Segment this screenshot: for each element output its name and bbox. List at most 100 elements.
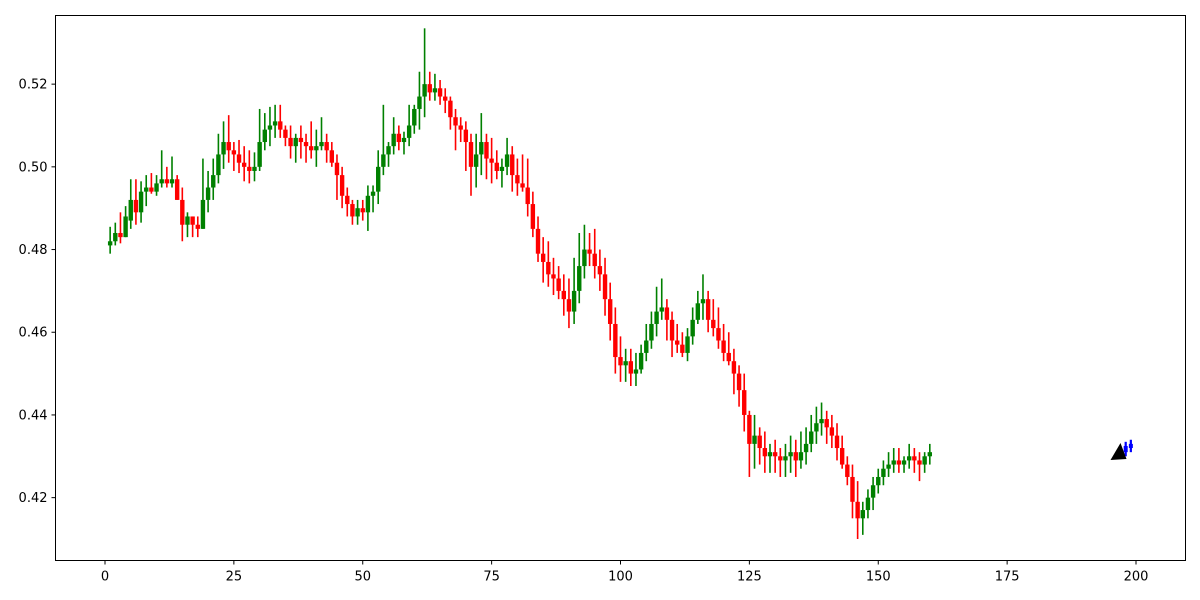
candle: [211, 158, 216, 200]
candle: [329, 142, 335, 167]
candle-body: [278, 121, 283, 130]
y-tick-label: 0.50: [19, 160, 48, 175]
candle-body: [659, 307, 664, 312]
candle-body: [329, 150, 335, 163]
candle-body: [164, 179, 170, 184]
y-axis: 0.42 0.44 0.46 0.48 0.50 0.52: [19, 78, 56, 506]
candle-body: [370, 191, 376, 196]
candle-body: [195, 224, 200, 229]
candle: [577, 233, 582, 304]
candle-body: [649, 323, 654, 341]
candle: [767, 443, 773, 473]
candle-body: [551, 274, 556, 279]
candle-body: [644, 340, 649, 353]
candle-body: [711, 319, 716, 329]
candle-body: [381, 154, 386, 167]
candle-body: [721, 340, 726, 353]
candle: [535, 216, 541, 262]
candle-body: [417, 96, 422, 109]
candle: [906, 443, 912, 469]
y-tick-label: 0.46: [19, 326, 48, 341]
candle: [881, 460, 886, 486]
candle-body: [463, 129, 469, 143]
forecast-layer: [1110, 439, 1133, 460]
candle: [762, 431, 768, 473]
candle-body: [705, 299, 711, 320]
candle: [772, 439, 778, 473]
candle: [339, 166, 345, 209]
candle: [262, 113, 267, 151]
candle-body: [602, 274, 608, 300]
candle-body: [133, 199, 139, 213]
candle: [479, 113, 484, 176]
candle-body: [886, 464, 891, 469]
candle-body: [288, 137, 293, 147]
candle-body: [917, 460, 922, 465]
candle: [556, 266, 561, 300]
candle: [922, 452, 927, 473]
candle-body: [267, 125, 273, 130]
candle-body: [308, 146, 314, 151]
candle-body: [180, 199, 185, 225]
candle-body: [824, 419, 829, 428]
candle-body: [484, 142, 489, 159]
candle-body: [742, 390, 747, 415]
candle-body: [504, 154, 510, 167]
candle: [345, 187, 350, 217]
forecast-marker-icon: [1110, 442, 1127, 460]
candle-body: [669, 319, 675, 341]
candle-body: [159, 179, 164, 184]
candle-body: [303, 142, 309, 147]
candle: [845, 456, 850, 486]
candle: [174, 175, 180, 200]
candle-body: [736, 373, 742, 391]
candle-body: [556, 278, 561, 291]
candle-body: [592, 253, 597, 267]
candle: [448, 96, 453, 130]
candle-body: [819, 419, 824, 424]
candle: [587, 233, 592, 267]
candle-body: [700, 299, 706, 304]
candle-body: [216, 154, 221, 176]
candle-body: [437, 88, 443, 97]
forecast-body: [1128, 443, 1133, 449]
candle: [613, 307, 618, 374]
y-tick-label: 0.42: [19, 491, 48, 506]
candle: [355, 199, 360, 225]
candle: [453, 108, 458, 151]
candle: [468, 133, 474, 196]
candle-body: [716, 328, 721, 341]
y-tick-label: 0.52: [19, 78, 48, 93]
candle-body: [613, 323, 618, 358]
candle: [412, 104, 417, 134]
candle-body: [814, 423, 819, 432]
candle: [164, 166, 170, 188]
candle: [443, 88, 448, 114]
candle: [788, 435, 793, 473]
candle-body: [839, 448, 845, 465]
candle: [917, 452, 922, 482]
candle: [205, 170, 211, 213]
candle: [726, 332, 731, 366]
candle: [747, 410, 752, 477]
candle-body: [778, 456, 783, 461]
x-tick-label: 175: [995, 570, 1020, 585]
candle: [298, 125, 304, 159]
candle-body: [690, 319, 695, 337]
candle: [829, 414, 835, 449]
candle: [190, 216, 195, 238]
candle-body: [252, 166, 257, 171]
x-tick-label: 50: [354, 570, 371, 585]
candle: [350, 199, 355, 225]
candle-body: [391, 133, 396, 147]
candle: [303, 133, 309, 163]
candle: [437, 80, 443, 105]
candle: [180, 187, 185, 242]
x-tick-label: 200: [1124, 570, 1149, 585]
candle: [803, 427, 809, 465]
candle: [520, 154, 525, 192]
candle-body: [499, 166, 505, 171]
candle: [293, 133, 298, 163]
candle: [185, 212, 190, 238]
candle: [118, 212, 123, 244]
